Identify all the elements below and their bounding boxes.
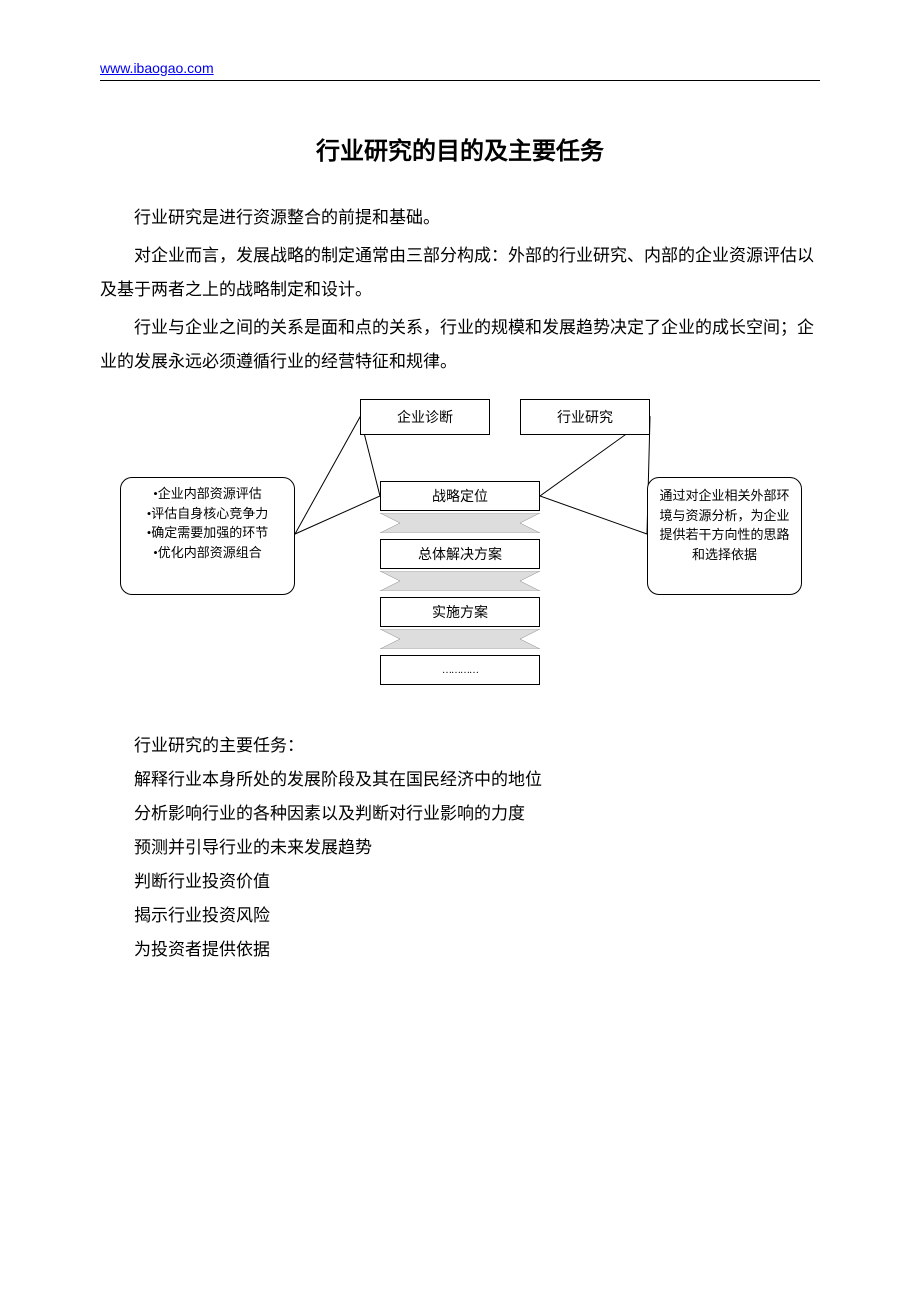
flow-box-solution: 总体解决方案 — [380, 539, 540, 569]
flowchart-diagram: 企业诊断 行业研究 战略定位 总体解决方案 实施方案 ………… •企业内部资源评… — [100, 399, 820, 709]
task-list-header: 行业研究的主要任务： — [100, 729, 820, 763]
task-item-4: 判断行业投资价值 — [100, 865, 820, 899]
intro-paragraphs: 行业研究是进行资源整合的前提和基础。 对企业而言，发展战略的制定通常由三部分构成… — [100, 201, 820, 379]
flow-box-more-dots: ………… — [442, 665, 478, 676]
header-divider — [100, 80, 820, 81]
left-callout-line-3: •确定需要加强的环节 — [127, 523, 288, 543]
left-callout-line-2: •评估自身核心竞争力 — [127, 504, 288, 524]
paragraph-2: 对企业而言，发展战略的制定通常由三部分构成：外部的行业研究、内部的企业资源评估以… — [100, 239, 820, 307]
page-container: www.ibaogao.com 行业研究的目的及主要任务 行业研究是进行资源整合… — [0, 0, 920, 1007]
paragraph-1: 行业研究是进行资源整合的前提和基础。 — [100, 201, 820, 235]
paragraph-3: 行业与企业之间的关系是面和点的关系，行业的规模和发展趋势决定了企业的成长空间；企… — [100, 311, 820, 379]
task-item-2: 分析影响行业的各种因素以及判断对行业影响的力度 — [100, 797, 820, 831]
flow-box-more: ………… — [380, 655, 540, 685]
flow-box-implementation: 实施方案 — [380, 597, 540, 627]
left-callout-line-1: •企业内部资源评估 — [127, 484, 288, 504]
flow-arrow-2 — [380, 571, 540, 591]
task-item-6: 为投资者提供依据 — [100, 933, 820, 967]
task-item-1: 解释行业本身所处的发展阶段及其在国民经济中的地位 — [100, 763, 820, 797]
flow-box-strategy: 战略定位 — [380, 481, 540, 511]
top-box-enterprise-diagnosis: 企业诊断 — [360, 399, 490, 435]
top-box-industry-research: 行业研究 — [520, 399, 650, 435]
page-title: 行业研究的目的及主要任务 — [100, 131, 820, 166]
header-url-link[interactable]: www.ibaogao.com — [100, 60, 214, 76]
task-item-5: 揭示行业投资风险 — [100, 899, 820, 933]
flow-arrow-1 — [380, 513, 540, 533]
task-list-section: 行业研究的主要任务： 解释行业本身所处的发展阶段及其在国民经济中的地位 分析影响… — [100, 729, 820, 967]
left-callout-line-4: •优化内部资源组合 — [127, 543, 288, 563]
task-item-3: 预测并引导行业的未来发展趋势 — [100, 831, 820, 865]
left-callout-box: •企业内部资源评估 •评估自身核心竞争力 •确定需要加强的环节 •优化内部资源组… — [120, 477, 295, 595]
flow-arrow-3 — [380, 629, 540, 649]
right-callout-box: 通过对企业相关外部环境与资源分析，为企业提供若干方向性的思路和选择依据 — [647, 477, 802, 595]
